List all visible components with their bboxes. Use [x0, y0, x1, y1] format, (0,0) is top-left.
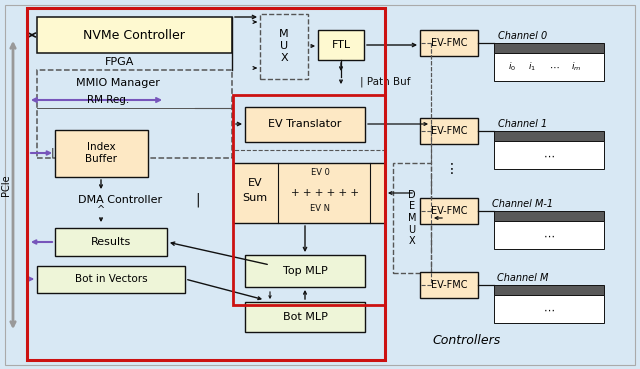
Text: $\vdots$: $\vdots$ [444, 161, 454, 176]
Text: $\cdots$: $\cdots$ [543, 231, 555, 241]
Bar [233, 163, 385, 223]
Text: Channel M: Channel M [497, 273, 548, 283]
Text: Channel M-1: Channel M-1 [492, 199, 554, 209]
Bar [494, 221, 604, 249]
Bar [318, 30, 364, 60]
Text: EV N: EV N [310, 203, 330, 213]
Bar [245, 255, 365, 287]
Bar [494, 295, 604, 323]
Text: FTL: FTL [332, 40, 351, 50]
Bar [494, 53, 604, 81]
Text: $\cdots$: $\cdots$ [543, 151, 555, 161]
Bar [55, 130, 148, 177]
Text: Top MLP: Top MLP [283, 266, 328, 276]
Text: MMIO Manager: MMIO Manager [76, 78, 160, 88]
Text: M
U
X: M U X [279, 30, 289, 63]
Bar [37, 17, 232, 53]
Text: EV-FMC: EV-FMC [431, 38, 467, 48]
Text: EV Translator: EV Translator [268, 119, 342, 129]
Text: $i_m$: $i_m$ [571, 61, 581, 73]
Text: Bot MLP: Bot MLP [283, 312, 328, 322]
Bar [233, 95, 385, 305]
Text: Channel 0: Channel 0 [499, 31, 548, 41]
Text: $i_0$: $i_0$ [508, 61, 516, 73]
Text: $\cdots$: $\cdots$ [548, 62, 559, 72]
Text: |: | [196, 193, 200, 207]
Bar [37, 70, 232, 158]
Text: D
E
M
U
X: D E M U X [408, 190, 416, 246]
Text: NVMe Controller: NVMe Controller [83, 28, 185, 41]
Text: EV-FMC: EV-FMC [431, 126, 467, 136]
Bar [494, 131, 604, 141]
Bar [233, 150, 385, 205]
Bar [55, 228, 167, 256]
Text: $i_1$: $i_1$ [528, 61, 536, 73]
Bar [494, 43, 604, 53]
Text: Sum: Sum [243, 193, 268, 203]
Text: + + + + + +: + + + + + + [291, 188, 359, 198]
Bar [420, 30, 478, 56]
Bar [494, 141, 604, 169]
Text: DMA Controller: DMA Controller [78, 195, 162, 205]
Bar [393, 163, 431, 273]
Bar [245, 107, 365, 142]
Bar [260, 14, 308, 79]
Bar [494, 211, 604, 221]
Text: Controllers: Controllers [433, 334, 501, 346]
Text: Index
Buffer: Index Buffer [85, 142, 117, 164]
Bar [420, 118, 478, 144]
Bar [494, 285, 604, 295]
Text: FPGA: FPGA [106, 57, 134, 67]
Text: EV-FMC: EV-FMC [431, 280, 467, 290]
Text: | Path Buf: | Path Buf [360, 77, 410, 87]
Text: Results: Results [91, 237, 131, 247]
Text: EV: EV [248, 178, 262, 188]
Text: |: | [50, 148, 54, 158]
Bar [27, 8, 385, 360]
Bar [37, 266, 185, 293]
Bar [245, 302, 365, 332]
Text: RM Reg.: RM Reg. [87, 95, 129, 105]
Text: PCIe: PCIe [1, 174, 11, 196]
Text: ^: ^ [97, 205, 105, 215]
Text: $\cdots$: $\cdots$ [543, 305, 555, 315]
Bar [420, 272, 478, 298]
Text: Channel 1: Channel 1 [499, 119, 548, 129]
Bar [420, 198, 478, 224]
Text: Bot in Vectors: Bot in Vectors [75, 274, 147, 284]
Text: EV-FMC: EV-FMC [431, 206, 467, 216]
Text: EV 0: EV 0 [310, 168, 330, 176]
